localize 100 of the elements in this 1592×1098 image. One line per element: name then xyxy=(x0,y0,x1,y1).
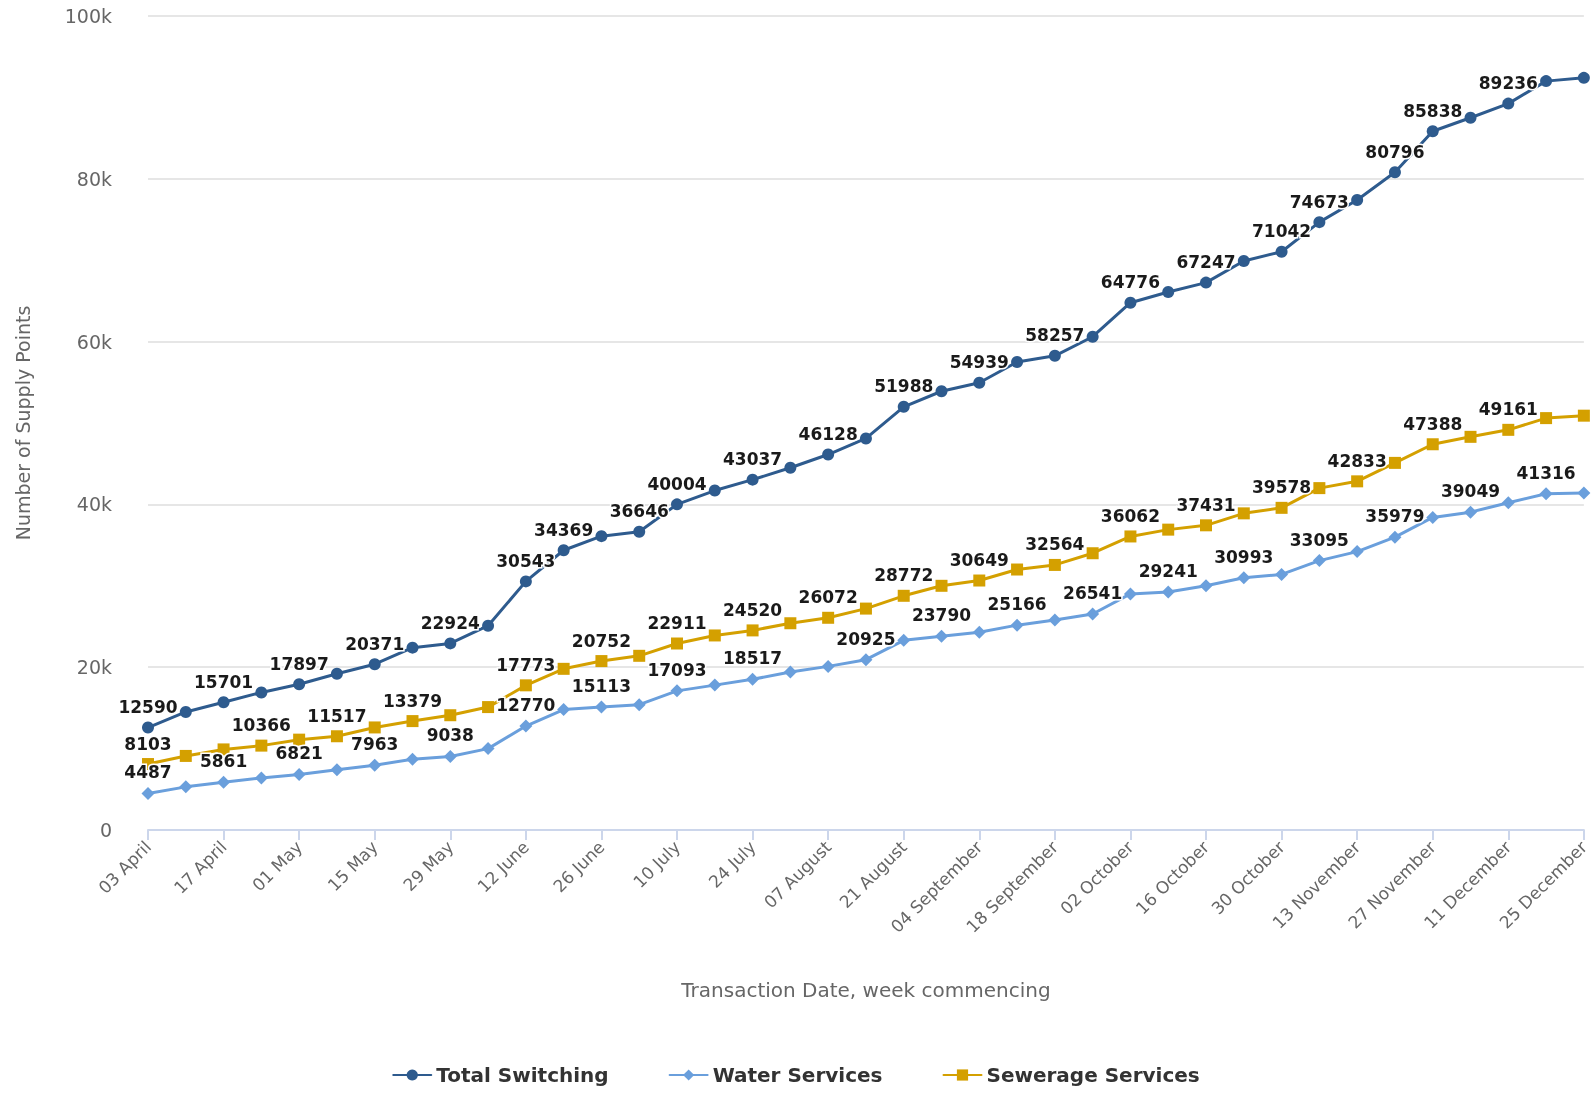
point xyxy=(481,742,495,756)
point xyxy=(519,575,532,588)
point xyxy=(330,763,344,777)
legend-label: Water Services xyxy=(712,1063,883,1087)
point xyxy=(1161,585,1175,599)
point xyxy=(1464,111,1477,124)
point xyxy=(557,544,570,557)
point xyxy=(142,721,154,734)
point xyxy=(1426,510,1440,524)
data-label: 67247 xyxy=(1176,252,1236,273)
data-label: 71042 xyxy=(1252,221,1312,242)
point xyxy=(482,619,495,632)
point xyxy=(1502,423,1515,436)
data-label: 54939 xyxy=(949,352,1009,373)
data-label: 39578 xyxy=(1252,477,1312,498)
point xyxy=(632,698,646,712)
data-label: 29241 xyxy=(1138,560,1198,581)
point xyxy=(1237,255,1250,268)
point xyxy=(1011,563,1024,576)
point xyxy=(1048,558,1061,571)
data-label: 4487 xyxy=(124,762,172,783)
point xyxy=(368,758,382,772)
point xyxy=(406,715,419,728)
point xyxy=(1010,618,1024,632)
data-label: 36646 xyxy=(609,501,669,522)
point xyxy=(1388,166,1401,179)
point xyxy=(254,771,268,785)
point xyxy=(1124,530,1137,543)
point xyxy=(1577,409,1590,422)
point xyxy=(1388,530,1402,544)
point xyxy=(670,684,684,698)
point xyxy=(859,432,872,445)
point xyxy=(897,633,911,647)
data-label: 10366 xyxy=(231,715,291,736)
point xyxy=(1577,486,1591,500)
point xyxy=(368,658,381,671)
point xyxy=(330,667,343,680)
x-axis-title: Transaction Date, week commencing xyxy=(680,978,1051,1002)
point xyxy=(217,696,230,709)
data-label: 13379 xyxy=(382,690,443,711)
point xyxy=(633,649,646,662)
point xyxy=(217,775,231,789)
point xyxy=(859,653,873,667)
y-tick-label: 20k xyxy=(76,656,112,679)
data-label: 23790 xyxy=(911,605,972,626)
point xyxy=(368,721,381,734)
point xyxy=(255,686,268,699)
point xyxy=(1086,607,1100,621)
data-label: 26541 xyxy=(1063,582,1123,603)
data-label: 20752 xyxy=(571,630,632,651)
point xyxy=(746,672,760,686)
point xyxy=(1124,296,1137,309)
point xyxy=(784,617,797,630)
point xyxy=(1275,501,1288,514)
data-label: 30993 xyxy=(1214,546,1274,567)
data-label: 58257 xyxy=(1025,325,1085,346)
y-axis-title: Number of Supply Points xyxy=(11,305,34,541)
point xyxy=(595,655,608,668)
point xyxy=(406,752,419,766)
point xyxy=(444,637,457,650)
point xyxy=(1048,613,1062,627)
data-label: 28772 xyxy=(874,565,934,586)
point xyxy=(1275,245,1288,258)
point xyxy=(293,678,306,691)
point xyxy=(1388,456,1401,469)
data-label: 6821 xyxy=(275,743,323,764)
point xyxy=(1464,505,1478,519)
point xyxy=(973,574,986,587)
y-tick-label: 40k xyxy=(76,493,112,516)
point xyxy=(1275,567,1289,581)
point xyxy=(406,641,419,654)
point xyxy=(519,679,532,692)
data-label: 22911 xyxy=(647,613,707,633)
point xyxy=(897,589,910,602)
point xyxy=(557,662,570,675)
point xyxy=(1539,487,1553,501)
data-label: 18517 xyxy=(723,648,783,669)
point xyxy=(1162,523,1175,536)
point xyxy=(179,705,192,718)
point xyxy=(935,629,949,643)
data-label: 8103 xyxy=(124,733,172,754)
point xyxy=(1502,97,1515,110)
legend-label: Sewerage Services xyxy=(986,1063,1200,1087)
data-label: 74673 xyxy=(1289,191,1349,212)
y-tick-label: 80k xyxy=(76,167,112,190)
data-label: 49161 xyxy=(1478,399,1538,420)
point xyxy=(1011,355,1024,368)
data-label: 7963 xyxy=(351,734,399,755)
point xyxy=(1501,496,1515,510)
point xyxy=(1426,125,1439,138)
data-label: 34369 xyxy=(534,519,594,540)
point xyxy=(1086,547,1099,560)
point xyxy=(595,530,608,543)
point xyxy=(746,624,759,637)
point xyxy=(1200,276,1213,289)
point xyxy=(482,701,495,714)
y-tick-label: 0 xyxy=(99,819,112,841)
y-tick-label: 60k xyxy=(76,330,112,353)
point xyxy=(594,700,608,714)
data-label: 33095 xyxy=(1289,529,1349,550)
